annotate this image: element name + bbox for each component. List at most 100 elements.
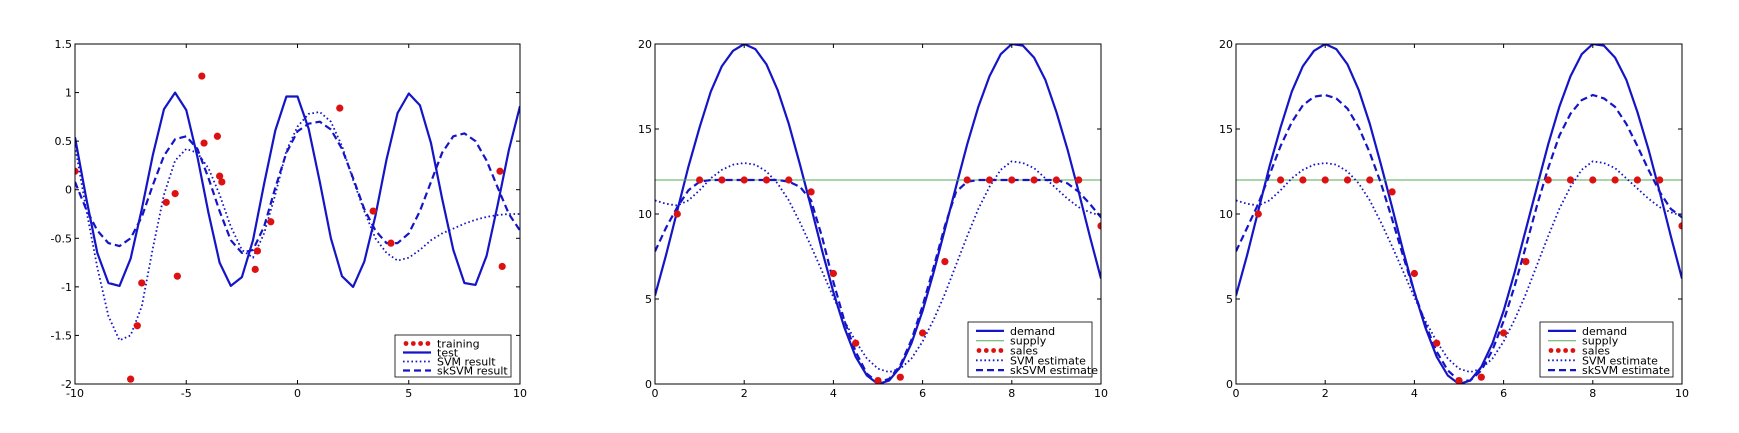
series-line-svm-estimate xyxy=(1236,160,1682,373)
data-point-sales xyxy=(1030,176,1038,184)
data-point-sales xyxy=(1008,176,1016,184)
data-point-sales xyxy=(1455,377,1463,384)
data-point-training xyxy=(171,190,179,198)
data-point-sales xyxy=(919,329,927,337)
data-point-sales xyxy=(1075,176,1083,184)
data-point-sales xyxy=(963,176,971,184)
plot-area xyxy=(1236,44,1682,384)
series-line-sksvm-result xyxy=(75,120,520,254)
y-tick-label: 20 xyxy=(1219,38,1233,51)
data-point-sales xyxy=(1678,222,1682,230)
data-point-sales xyxy=(852,339,860,347)
plot-area xyxy=(75,72,520,383)
data-point-sales xyxy=(1388,188,1396,196)
data-point-sales xyxy=(829,269,838,278)
data-point-sales xyxy=(1321,176,1329,184)
data-point-sales xyxy=(785,176,793,184)
data-point-sales xyxy=(807,188,815,196)
y-tick-label: 0 xyxy=(645,378,652,391)
legend-swatch-sales xyxy=(1555,348,1561,353)
data-point-sales xyxy=(1589,176,1597,184)
data-point-sales xyxy=(762,176,771,184)
series-line-demand xyxy=(655,44,1101,384)
y-tick-label: 10 xyxy=(1219,208,1233,221)
data-point-sales xyxy=(1254,210,1262,218)
legend-label-sales: sales xyxy=(1010,345,1038,358)
data-point-training xyxy=(253,247,262,255)
data-point-training xyxy=(496,167,504,175)
series-line-svm-estimate xyxy=(655,160,1101,373)
legend-label-sales: sales xyxy=(1582,345,1610,358)
series-line-test xyxy=(75,91,520,288)
data-point-training xyxy=(216,172,224,180)
x-tick-label: 2 xyxy=(1322,387,1329,400)
data-point-sales xyxy=(1500,329,1508,337)
data-point-sales xyxy=(1277,176,1285,184)
data-point-sales xyxy=(941,258,949,266)
data-point-training xyxy=(200,139,208,147)
x-tick-label: 8 xyxy=(1589,387,1596,400)
data-point-sales xyxy=(896,373,904,381)
data-point-sales xyxy=(1477,373,1485,381)
x-tick-label: 6 xyxy=(919,387,926,400)
y-tick-label: 5 xyxy=(1226,293,1233,306)
data-point-training xyxy=(138,279,146,287)
legend-label-supply: supply xyxy=(1582,335,1619,348)
legend-label-training: training xyxy=(437,338,480,351)
x-tick-label: 8 xyxy=(1008,387,1015,400)
data-point-sales xyxy=(1097,222,1101,230)
data-point-training xyxy=(75,167,79,175)
data-point-sales xyxy=(1052,176,1060,184)
y-tick-label: 15 xyxy=(638,123,652,136)
legend-swatch-training xyxy=(418,341,423,346)
data-point-sales xyxy=(673,210,681,218)
data-point-training xyxy=(162,198,170,206)
data-point-training xyxy=(387,239,395,247)
data-point-sales xyxy=(1522,258,1530,266)
data-point-training xyxy=(127,375,135,383)
x-tick-label: -10 xyxy=(66,387,84,400)
legend-label-sksvm-estimate: skSVM estimate xyxy=(1010,364,1098,377)
data-point-training xyxy=(498,262,506,271)
x-tick-label: 2 xyxy=(741,387,748,400)
y-tick-label: 5 xyxy=(645,293,652,306)
data-point-sales xyxy=(1410,269,1418,278)
data-point-sales xyxy=(696,176,704,184)
data-point-training xyxy=(267,218,275,226)
legend-swatch-training xyxy=(410,341,416,346)
legend-swatch-sales xyxy=(991,348,996,353)
y-tick-label: -2 xyxy=(61,378,72,391)
x-tick-label: 0 xyxy=(294,387,301,400)
y-tick-label: -1.5 xyxy=(51,329,72,342)
data-point-training xyxy=(218,178,226,186)
data-point-sales xyxy=(1566,176,1575,184)
data-point-sales xyxy=(740,176,748,184)
legend-label-demand: demand xyxy=(1010,325,1055,338)
data-point-sales xyxy=(1633,176,1641,184)
data-point-training xyxy=(173,272,181,280)
y-tick-label: 1.5 xyxy=(55,38,73,51)
legend-swatch-sales xyxy=(976,348,982,353)
x-tick-label: 6 xyxy=(1500,387,1507,400)
data-point-sales xyxy=(1366,176,1374,184)
x-tick-label: 4 xyxy=(830,387,837,400)
legend-label-svm-result: SVM result xyxy=(437,356,496,369)
x-tick-label: -5 xyxy=(181,387,192,400)
legend-swatch-sales xyxy=(1563,348,1568,353)
x-tick-label: 10 xyxy=(1094,387,1108,400)
legend-label-demand: demand xyxy=(1582,325,1627,338)
x-tick-label: 0 xyxy=(1233,387,1240,400)
series-line-demand xyxy=(1236,44,1682,384)
y-tick-label: 15 xyxy=(1219,123,1233,136)
y-tick-label: 0 xyxy=(1226,378,1233,391)
data-point-sales xyxy=(1656,176,1664,184)
legend-swatch-sales xyxy=(1570,348,1576,353)
data-point-training xyxy=(198,72,206,80)
series-line-svm-result xyxy=(75,111,520,342)
y-tick-label: -1 xyxy=(61,281,72,294)
data-point-training xyxy=(336,104,344,112)
